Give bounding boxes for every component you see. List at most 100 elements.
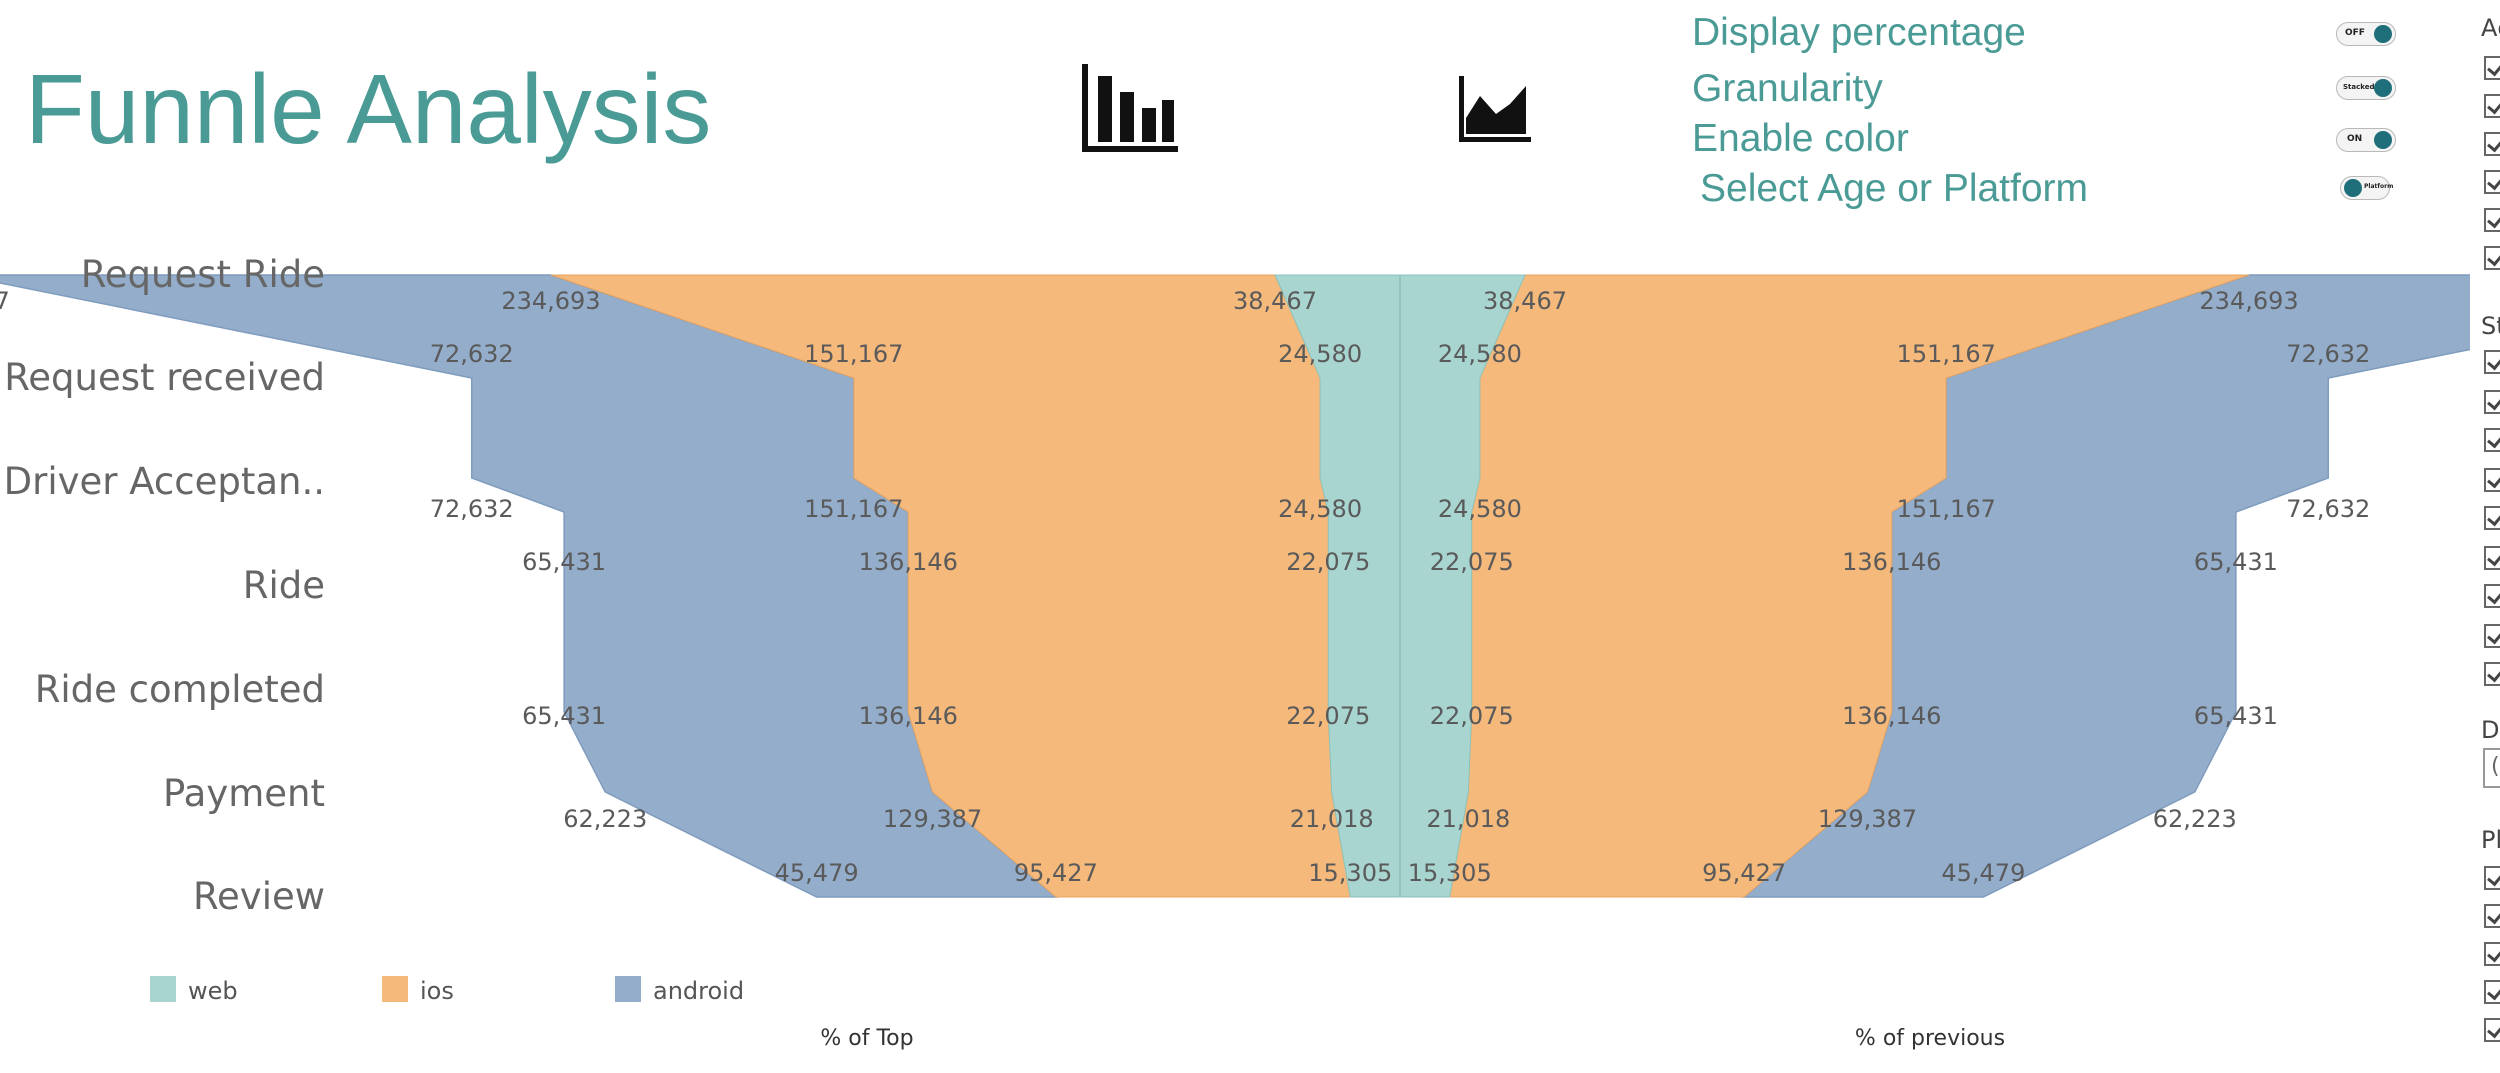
- legend-swatch: [150, 976, 176, 1002]
- legend-label: android: [653, 977, 744, 1005]
- stage-filter-checkbox[interactable]: [2484, 506, 2500, 530]
- bar-chart-icon[interactable]: [1080, 62, 1180, 154]
- stage-filter-checkbox[interactable]: [2484, 662, 2500, 686]
- stage-label: Driver Acceptan..: [4, 460, 325, 503]
- toggle-knob: [2374, 131, 2392, 149]
- toggle-knob: [2374, 25, 2392, 43]
- data-label-web: 24,580: [1278, 340, 1362, 368]
- data-label-ios: 151,167: [1897, 340, 1996, 368]
- data-label-ios: 129,387: [883, 805, 982, 833]
- stage-label: Request received: [4, 356, 325, 399]
- toggle-knob: [2374, 79, 2392, 97]
- stage-label: Ride: [243, 564, 325, 607]
- display-percentage-toggle[interactable]: OFF: [2336, 22, 2396, 46]
- data-label-web: 21,018: [1290, 805, 1374, 833]
- granularity-toggle[interactable]: Stacked: [2336, 76, 2396, 100]
- data-label-ios: 136,146: [1842, 548, 1941, 576]
- stage-filter-heading: St: [2481, 312, 2500, 340]
- stage-filter-checkbox[interactable]: [2484, 390, 2500, 414]
- platform-filter-checkbox[interactable]: [2484, 980, 2500, 1004]
- right-axis-label: % of previous: [1855, 1026, 2005, 1051]
- platform-filter-checkbox[interactable]: [2484, 866, 2500, 890]
- data-label-ios: 151,167: [804, 495, 903, 523]
- data-label-web: 22,075: [1430, 702, 1514, 730]
- age-filter-checkbox[interactable]: [2484, 246, 2500, 270]
- age-filter-checkbox[interactable]: [2484, 94, 2500, 118]
- data-label-ios: 136,146: [859, 702, 958, 730]
- stage-filter-checkbox[interactable]: [2484, 350, 2500, 374]
- stage-filter-checkbox[interactable]: [2484, 468, 2500, 492]
- data-label-android: 112,317: [0, 287, 10, 315]
- enable-color-label: Enable color: [1692, 117, 1909, 160]
- legend-label: web: [188, 977, 238, 1005]
- legend-swatch: [615, 976, 641, 1002]
- platform-filter-checkbox[interactable]: [2484, 904, 2500, 928]
- data-label-android: 65,431: [522, 548, 606, 576]
- platform-filter-heading: Pl: [2481, 826, 2500, 854]
- toggle-state-label: Platform: [2364, 183, 2394, 190]
- data-label-android: 45,479: [1941, 859, 2025, 887]
- data-label-web: 24,580: [1438, 340, 1522, 368]
- stage-filter-checkbox[interactable]: [2484, 546, 2500, 570]
- stage-label: Ride completed: [35, 668, 325, 711]
- data-label-android: 62,223: [2153, 805, 2237, 833]
- age-filter-checkbox[interactable]: [2484, 170, 2500, 194]
- data-label-web: 22,075: [1286, 548, 1370, 576]
- data-label-web: 38,467: [1233, 287, 1317, 315]
- stage-filter-checkbox[interactable]: [2484, 624, 2500, 648]
- data-label-android: 65,431: [2194, 548, 2278, 576]
- data-label-android: 65,431: [522, 702, 606, 730]
- stage-label: Payment: [163, 772, 325, 815]
- age-filter-heading: Ag: [2481, 14, 2500, 42]
- platform-filter-checkbox[interactable]: [2484, 942, 2500, 966]
- data-label-ios: 95,427: [1702, 859, 1786, 887]
- data-label-android: 45,479: [775, 859, 859, 887]
- data-label-android: 72,632: [430, 495, 514, 523]
- data-label-web: 15,305: [1308, 859, 1392, 887]
- data-label-web: 24,580: [1278, 495, 1362, 523]
- data-label-android: 72,632: [2286, 495, 2370, 523]
- data-label-ios: 95,427: [1014, 859, 1098, 887]
- data-label-ios: 151,167: [804, 340, 903, 368]
- left-axis-label: % of Top: [820, 1026, 913, 1051]
- date-filter-heading: De: [2481, 716, 2500, 744]
- data-label-android: 62,223: [563, 805, 647, 833]
- platform-filter-checkbox[interactable]: [2484, 1018, 2500, 1042]
- data-label-android: 72,632: [2286, 340, 2370, 368]
- page-title: Funnle Analysis: [25, 54, 712, 164]
- stage-filter-checkbox[interactable]: [2484, 584, 2500, 608]
- toggle-knob: [2344, 179, 2362, 197]
- area-chart-icon[interactable]: [1458, 74, 1532, 144]
- age-filter-checkbox[interactable]: [2484, 56, 2500, 80]
- stage-label: Request Ride: [81, 253, 325, 296]
- select-age-platform-label: Select Age or Platform: [1700, 167, 2089, 210]
- data-label-ios: 151,167: [1897, 495, 1996, 523]
- legend-label: ios: [420, 977, 454, 1005]
- granularity-label: Granularity: [1692, 67, 1883, 110]
- data-label-android: 65,431: [2194, 702, 2278, 730]
- data-label-web: 22,075: [1286, 702, 1370, 730]
- data-label-web: 24,580: [1438, 495, 1522, 523]
- age-filter-checkbox[interactable]: [2484, 208, 2500, 232]
- data-label-ios: 129,387: [1818, 805, 1917, 833]
- age-filter-checkbox[interactable]: [2484, 132, 2500, 156]
- data-label-web: 15,305: [1408, 859, 1492, 887]
- stage-filter-checkbox[interactable]: [2484, 428, 2500, 452]
- legend-swatch: [382, 976, 408, 1002]
- data-label-ios: 136,146: [859, 548, 958, 576]
- toggle-state-label: OFF: [2345, 28, 2365, 38]
- date-filter-dropdown[interactable]: (: [2483, 748, 2500, 788]
- data-label-web: 22,075: [1430, 548, 1514, 576]
- toggle-state-label: Stacked: [2343, 83, 2375, 91]
- data-label-ios: 234,693: [501, 287, 600, 315]
- data-label-android: 72,632: [430, 340, 514, 368]
- display-percentage-label: Display percentage: [1692, 11, 2026, 54]
- age-platform-toggle[interactable]: Platform: [2340, 176, 2394, 200]
- data-label-ios: 234,693: [2199, 287, 2298, 315]
- data-label-web: 21,018: [1426, 805, 1510, 833]
- data-label-ios: 136,146: [1842, 702, 1941, 730]
- stage-label: Review: [193, 875, 325, 918]
- enable-color-toggle[interactable]: ON: [2336, 128, 2396, 152]
- data-label-web: 38,467: [1483, 287, 1567, 315]
